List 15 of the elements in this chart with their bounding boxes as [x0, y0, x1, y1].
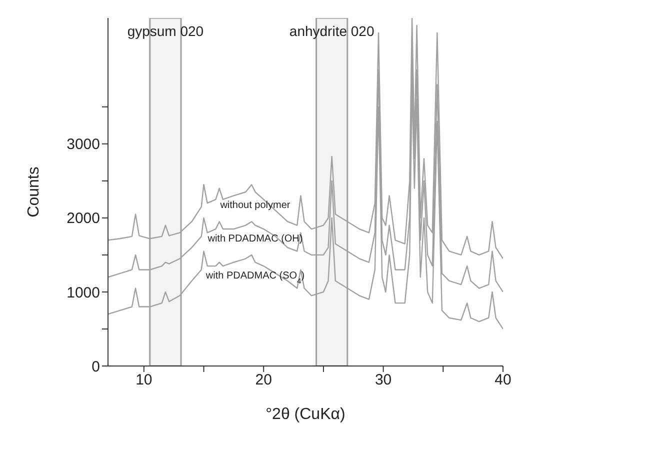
x-tick-label: 20: [255, 372, 272, 389]
series-label: with PDADMAC (OH): [206, 233, 303, 244]
x-axis-title: °2θ (CuKα): [266, 406, 346, 423]
y-tick-label: 2000: [66, 210, 100, 228]
band-label: gypsum 020: [127, 23, 204, 39]
y-tick-label: 0: [92, 358, 100, 376]
x-tick-label: 30: [374, 372, 392, 389]
y-tick-label: 3000: [66, 136, 100, 154]
x-tick-label: 40: [494, 372, 512, 389]
series-label: without polymer: [219, 200, 291, 211]
x-tick-label: 10: [136, 372, 152, 389]
y-axis-title: Counts: [26, 166, 43, 218]
series-label: with PDADMAC (SO$_{4}$): [204, 270, 305, 285]
y-tick-label: 1000: [66, 284, 100, 302]
band-label: anhydrite 020: [289, 23, 374, 39]
